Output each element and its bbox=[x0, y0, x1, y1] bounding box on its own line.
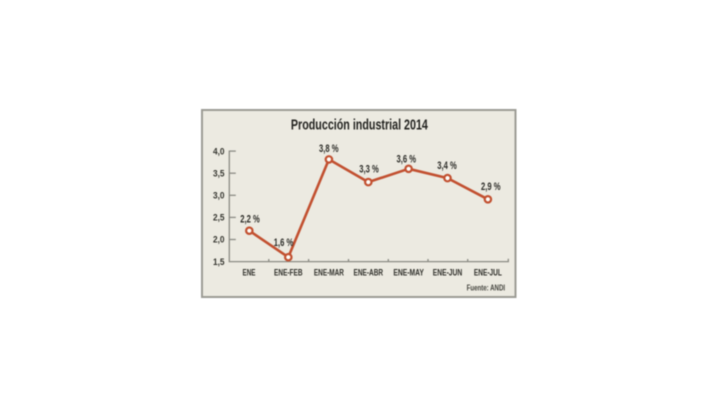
svg-text:ENE-JUL: ENE-JUL bbox=[474, 268, 502, 278]
svg-text:4,0: 4,0 bbox=[213, 147, 225, 157]
svg-text:3,6 %: 3,6 % bbox=[397, 154, 417, 166]
svg-text:1,6 %: 1,6 % bbox=[274, 237, 294, 249]
svg-text:ENE-FEB: ENE-FEB bbox=[274, 268, 303, 278]
svg-text:ENE: ENE bbox=[243, 268, 256, 278]
svg-text:Fuente: ANDI: Fuente: ANDI bbox=[467, 283, 506, 292]
svg-text:ENE-MAR: ENE-MAR bbox=[314, 268, 344, 278]
svg-text:3,5: 3,5 bbox=[213, 169, 225, 179]
svg-text:3,0: 3,0 bbox=[213, 191, 225, 201]
svg-text:ENE-JUN: ENE-JUN bbox=[433, 268, 463, 278]
svg-text:3,3 %: 3,3 % bbox=[359, 163, 379, 175]
svg-text:Producción industrial 2014: Producción industrial 2014 bbox=[291, 118, 428, 134]
svg-text:2,9 %: 2,9 % bbox=[481, 181, 501, 193]
svg-text:2,0: 2,0 bbox=[213, 235, 225, 245]
svg-text:3,4 %: 3,4 % bbox=[437, 160, 457, 172]
svg-text:1,5: 1,5 bbox=[213, 257, 225, 267]
svg-text:3,8 %: 3,8 % bbox=[319, 143, 339, 155]
svg-text:2,2 %: 2,2 % bbox=[240, 214, 260, 226]
svg-text:ENE-MAY: ENE-MAY bbox=[393, 268, 424, 278]
svg-text:2,5: 2,5 bbox=[213, 213, 225, 223]
svg-text:ENE-ABR: ENE-ABR bbox=[354, 268, 384, 278]
